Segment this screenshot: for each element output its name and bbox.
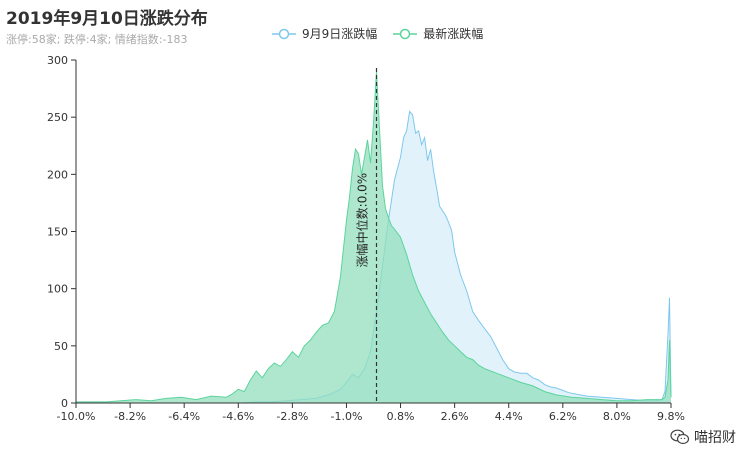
x-tick-label: -10.0%: [57, 410, 96, 423]
x-tick-label: 9.8%: [657, 410, 685, 423]
legend-label-prev: 9月9日涨跌幅: [302, 27, 378, 41]
wechat-icon: [670, 429, 690, 445]
x-tick-label: -8.2%: [114, 410, 146, 423]
x-tick-label: -1.0%: [330, 410, 362, 423]
legend-item-latest[interactable]: 最新涨跌幅: [393, 25, 483, 42]
x-tick-label: 0.8%: [387, 410, 415, 423]
axes: 0 50 100 150 200 250 300 -10.0% -8.2% -6.4% -4.6% -…: [47, 54, 685, 423]
chart-subtitle: 涨停:58家; 跌停:4家; 情绪指数:-183: [6, 33, 188, 46]
y-tick-label: 50: [54, 340, 68, 353]
legend: 9月9日涨跌幅 最新涨跌幅: [272, 25, 483, 42]
x-tick-label: -6.4%: [168, 410, 200, 423]
watermark: 喵招财: [670, 427, 736, 447]
x-tick-label: 8.0%: [603, 410, 631, 423]
x-tick-label: 2.6%: [441, 410, 469, 423]
x-tick-label: 6.2%: [549, 410, 577, 423]
x-tick-label: -4.6%: [222, 410, 254, 423]
y-tick-label: 0: [61, 397, 68, 410]
legend-swatch-latest: [393, 28, 418, 39]
y-tick-label: 300: [47, 54, 68, 67]
median-marker: 涨幅中位数:0.0%: [355, 68, 378, 403]
chart-title: 2019年9月10日涨跌分布: [6, 9, 208, 29]
series-areas: [76, 71, 672, 404]
y-tick-label: 100: [47, 283, 68, 296]
series-area-1: [76, 71, 671, 404]
legend-item-prev[interactable]: 9月9日涨跌幅: [272, 25, 377, 42]
x-tick-label: -2.8%: [276, 410, 308, 423]
y-tick-label: 150: [47, 226, 68, 239]
watermark-text: 喵招财: [694, 430, 736, 446]
y-tick-label: 200: [47, 168, 68, 181]
median-label: 涨幅中位数:0.0%: [355, 173, 370, 268]
legend-label-latest: 最新涨跌幅: [423, 27, 484, 41]
y-tick-label: 250: [47, 111, 68, 124]
x-tick-label: 4.4%: [495, 410, 523, 423]
legend-swatch-prev: [272, 28, 296, 39]
